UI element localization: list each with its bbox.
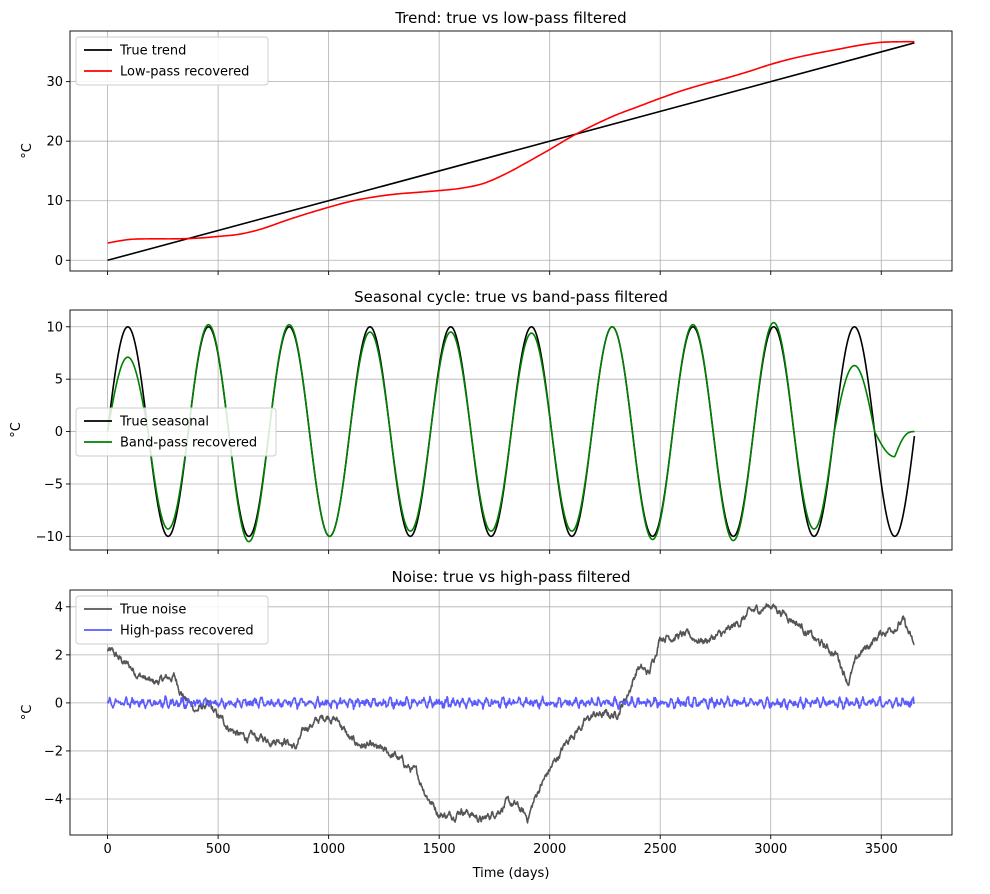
legend-box bbox=[75, 407, 277, 457]
x-tick-label: 2500 bbox=[644, 842, 677, 857]
legend: True seasonal Band-pass recovered bbox=[75, 407, 277, 457]
x-tick-label: 3500 bbox=[865, 842, 898, 857]
y-tick-label: 10 bbox=[46, 194, 63, 209]
y-tick-label: 4 bbox=[55, 600, 63, 615]
y-tick-label: −5 bbox=[44, 477, 63, 492]
y-tick-label: −4 bbox=[44, 792, 63, 807]
y-tick-label: 10 bbox=[46, 320, 63, 335]
series-line-high-pass-recovered bbox=[106, 695, 915, 711]
y-tick-label: 2 bbox=[55, 648, 63, 663]
y-tick-label: 20 bbox=[46, 135, 63, 150]
x-axis-label: Time (days) bbox=[472, 866, 550, 881]
series-line-low-pass-recovered bbox=[107, 40, 915, 244]
x-tick-label: 3000 bbox=[754, 842, 787, 857]
axes-frame bbox=[69, 309, 953, 551]
chart-panel-3: 0 500 1000 1500 2000 2500 3000 3500 −4 −2 0 2 4 Noise… bbox=[20, 568, 953, 881]
y-tick-label: 0 bbox=[55, 696, 63, 711]
legend-label: Low-pass recovered bbox=[120, 65, 249, 80]
y-tick-label: 5 bbox=[55, 373, 63, 388]
axes-frame bbox=[69, 589, 953, 836]
x-tick-label: 1500 bbox=[423, 842, 456, 857]
y-tick-label: 30 bbox=[46, 75, 63, 90]
chart-panel-1: 0 10 20 30 Trend: true vs low-pass filtered °… bbox=[20, 9, 953, 275]
y-tick-label: −2 bbox=[44, 744, 63, 759]
y-tick-label: −10 bbox=[36, 530, 63, 545]
legend: True noise High-pass recovered bbox=[75, 595, 269, 645]
y-axis-label: °C bbox=[20, 143, 35, 159]
series-line-band-pass-recovered bbox=[106, 321, 915, 543]
legend-box bbox=[75, 36, 269, 86]
chart-title: Seasonal cycle: true vs band-pass filter… bbox=[354, 288, 668, 306]
x-tick-label: 2000 bbox=[533, 842, 566, 857]
series-line-true-trend bbox=[107, 42, 915, 262]
legend-label: True trend bbox=[119, 44, 186, 59]
series-line-true-noise bbox=[106, 603, 915, 824]
y-axis-label: °C bbox=[20, 705, 35, 721]
chart-panel-2: −10 −5 0 5 10 Seasonal cycle: true vs band-pa… bbox=[9, 288, 953, 554]
legend-label: True seasonal bbox=[119, 415, 209, 430]
x-tick-label: 500 bbox=[206, 842, 231, 857]
x-tick-label: 0 bbox=[103, 842, 111, 857]
x-tick-label: 1000 bbox=[312, 842, 345, 857]
chart-title: Noise: true vs high-pass filtered bbox=[392, 568, 631, 586]
legend-box bbox=[75, 595, 269, 645]
y-tick-label: 0 bbox=[55, 425, 63, 440]
legend-label: High-pass recovered bbox=[120, 624, 254, 639]
chart-title: Trend: true vs low-pass filtered bbox=[394, 9, 626, 27]
y-tick-label: 0 bbox=[55, 254, 63, 269]
axes-frame bbox=[69, 30, 953, 272]
y-axis-label: °C bbox=[9, 422, 24, 438]
legend: True trend Low-pass recovered bbox=[75, 36, 269, 86]
legend-label: Band-pass recovered bbox=[120, 436, 257, 451]
legend-label: True noise bbox=[119, 603, 186, 618]
